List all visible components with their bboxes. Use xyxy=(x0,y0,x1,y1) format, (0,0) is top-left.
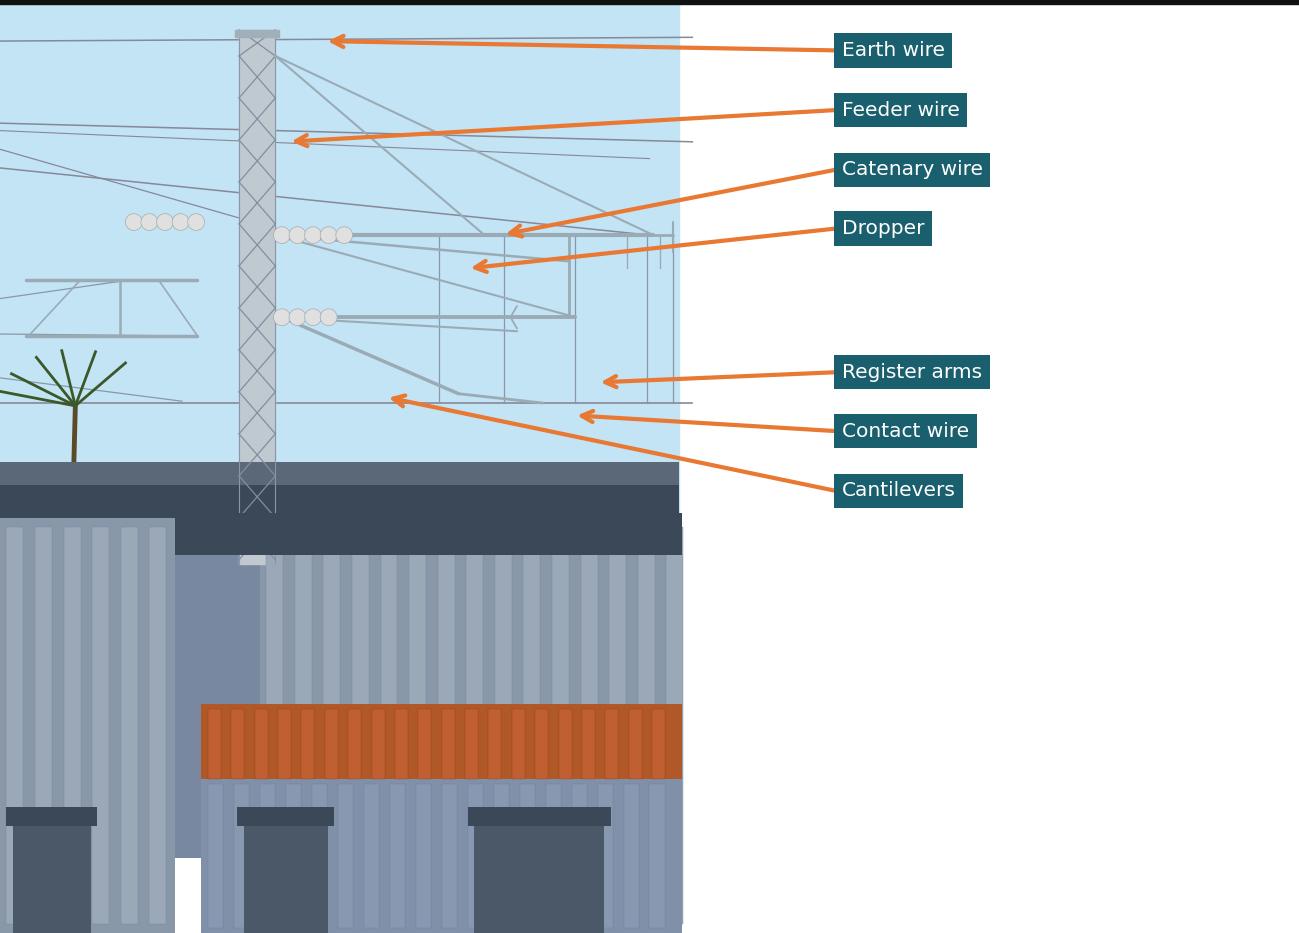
Ellipse shape xyxy=(338,485,572,560)
Bar xyxy=(301,709,314,779)
Bar xyxy=(512,709,525,779)
Ellipse shape xyxy=(304,227,322,244)
Ellipse shape xyxy=(125,214,142,230)
Bar xyxy=(390,784,405,928)
Bar xyxy=(364,784,379,928)
Bar xyxy=(666,527,683,924)
Bar xyxy=(581,527,598,924)
Bar xyxy=(442,784,457,928)
Bar xyxy=(231,709,244,779)
Bar xyxy=(609,527,626,924)
Text: Dropper: Dropper xyxy=(842,219,925,238)
Bar xyxy=(438,527,455,924)
Bar xyxy=(0,485,679,518)
Text: Catenary wire: Catenary wire xyxy=(842,160,983,179)
Bar xyxy=(6,807,97,826)
Bar xyxy=(552,527,569,924)
Bar xyxy=(546,784,561,928)
Bar xyxy=(295,527,312,924)
Bar xyxy=(395,709,408,779)
Bar xyxy=(468,807,611,826)
Bar xyxy=(266,527,283,924)
Bar xyxy=(236,807,335,826)
Ellipse shape xyxy=(142,214,158,230)
Bar xyxy=(494,784,509,928)
Bar xyxy=(416,784,431,928)
Bar xyxy=(0,536,679,592)
Bar xyxy=(35,527,52,924)
Bar xyxy=(638,527,655,924)
Bar xyxy=(286,784,301,928)
Bar xyxy=(520,784,535,928)
Ellipse shape xyxy=(274,309,291,326)
Bar xyxy=(244,821,327,933)
Bar xyxy=(650,784,665,928)
Bar xyxy=(418,709,431,779)
Bar xyxy=(208,709,221,779)
Bar xyxy=(523,527,540,924)
Ellipse shape xyxy=(481,490,662,555)
Bar xyxy=(468,784,483,928)
Ellipse shape xyxy=(156,214,174,230)
Bar xyxy=(260,784,275,928)
Bar xyxy=(201,779,682,933)
Ellipse shape xyxy=(320,227,338,244)
Bar xyxy=(64,527,81,924)
Ellipse shape xyxy=(188,214,205,230)
Text: Cantilevers: Cantilevers xyxy=(842,481,956,500)
Bar xyxy=(488,709,501,779)
Bar xyxy=(582,709,595,779)
Ellipse shape xyxy=(304,309,322,326)
Bar xyxy=(312,784,327,928)
Bar xyxy=(629,709,642,779)
Bar xyxy=(0,0,679,555)
Bar xyxy=(0,518,175,933)
Ellipse shape xyxy=(335,227,352,244)
Bar xyxy=(255,709,268,779)
Bar xyxy=(409,527,426,924)
Bar xyxy=(605,709,618,779)
Bar xyxy=(278,709,291,779)
Ellipse shape xyxy=(171,214,190,230)
Bar xyxy=(6,527,23,924)
Text: Register arms: Register arms xyxy=(842,363,982,382)
Ellipse shape xyxy=(288,227,307,244)
Bar xyxy=(348,709,361,779)
Bar xyxy=(121,527,138,924)
Bar xyxy=(201,704,682,784)
Bar xyxy=(442,709,455,779)
Bar xyxy=(325,709,338,779)
Bar xyxy=(372,709,385,779)
Bar xyxy=(149,527,166,924)
Bar xyxy=(338,784,353,928)
Bar xyxy=(381,527,397,924)
Bar xyxy=(535,709,548,779)
Ellipse shape xyxy=(274,227,291,244)
Text: Feeder wire: Feeder wire xyxy=(842,101,960,119)
Bar xyxy=(352,527,369,924)
Bar xyxy=(495,527,512,924)
Bar xyxy=(260,518,675,933)
Bar xyxy=(559,709,572,779)
Bar xyxy=(474,821,604,933)
Bar xyxy=(234,784,249,928)
Ellipse shape xyxy=(320,309,338,326)
Text: Earth wire: Earth wire xyxy=(842,41,944,60)
Bar xyxy=(624,784,639,928)
Bar xyxy=(465,709,478,779)
Bar xyxy=(0,462,679,485)
Bar xyxy=(13,821,91,933)
Bar xyxy=(323,527,340,924)
Bar xyxy=(175,536,273,858)
Bar xyxy=(466,527,483,924)
Bar xyxy=(652,709,665,779)
Bar xyxy=(92,527,109,924)
Ellipse shape xyxy=(288,309,307,326)
Text: Contact wire: Contact wire xyxy=(842,422,969,440)
Bar xyxy=(598,784,613,928)
Bar xyxy=(208,784,223,928)
Bar xyxy=(175,513,682,555)
Bar xyxy=(572,784,587,928)
